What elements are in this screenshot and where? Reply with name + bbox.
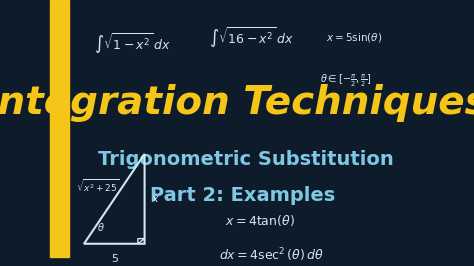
Text: x: x [151, 194, 158, 204]
Text: $\int\sqrt{16-x^2}\,dx$: $\int\sqrt{16-x^2}\,dx$ [209, 26, 293, 51]
Text: $\sqrt{x^2+25}$: $\sqrt{x^2+25}$ [76, 177, 119, 195]
Text: $x = 4\tan(\theta)$: $x = 4\tan(\theta)$ [225, 213, 295, 228]
Text: Part 2: Examples: Part 2: Examples [150, 185, 335, 205]
Text: 5: 5 [111, 254, 118, 264]
Text: $\int\sqrt{1-x^2}\,dx$: $\int\sqrt{1-x^2}\,dx$ [94, 31, 171, 56]
Bar [50, 0, 69, 257]
Text: $\theta$: $\theta$ [98, 222, 105, 234]
Text: Trigonometric Substitution: Trigonometric Substitution [98, 149, 393, 169]
Text: Integration Techniques: Integration Techniques [0, 84, 474, 122]
Text: $dx = 4\sec^2(\theta)\,d\theta$: $dx = 4\sec^2(\theta)\,d\theta$ [219, 246, 323, 264]
Text: $x = 5\sin(\theta)$: $x = 5\sin(\theta)$ [326, 31, 383, 44]
Text: $\theta \in [-\frac{\pi}{2}, \frac{\pi}{2}]$: $\theta \in [-\frac{\pi}{2}, \frac{\pi}{… [319, 72, 371, 89]
